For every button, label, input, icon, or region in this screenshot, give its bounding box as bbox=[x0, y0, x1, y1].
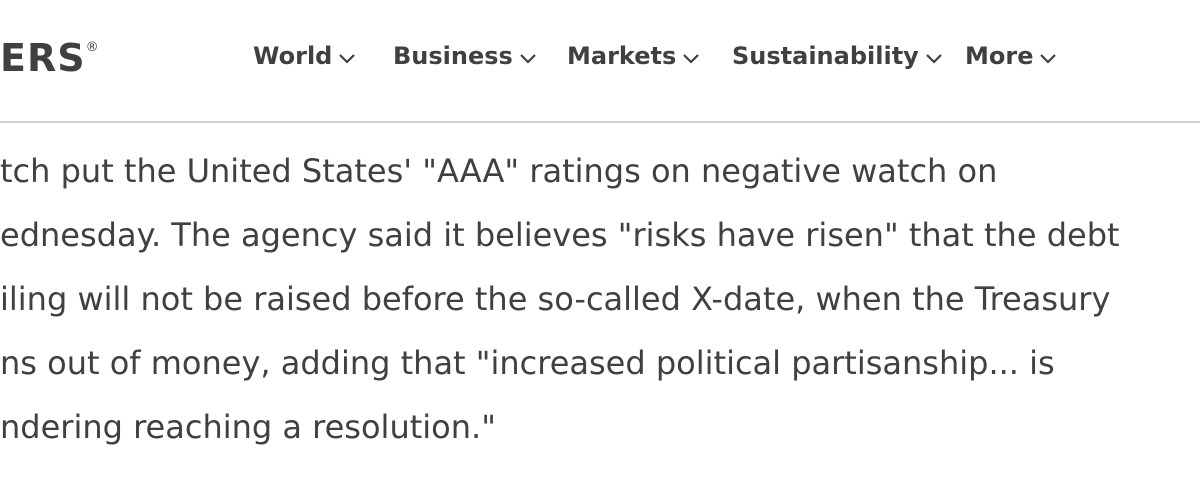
chevron-down bbox=[339, 53, 356, 64]
registered-mark: ® bbox=[85, 40, 100, 56]
nav-label: Markets bbox=[567, 42, 677, 70]
nav-label: World bbox=[253, 42, 333, 70]
nav-item[interactable]: World bbox=[253, 42, 356, 70]
chevron-down bbox=[926, 53, 942, 64]
chevron-down bbox=[520, 53, 536, 64]
nav-label: More bbox=[965, 42, 1034, 70]
paragraph-line: tch put the United States' "AAA" ratings… bbox=[0, 152, 998, 190]
chevron-path bbox=[683, 53, 700, 64]
chevron-path bbox=[520, 53, 536, 64]
chevron-path bbox=[926, 53, 942, 64]
chevron-path bbox=[339, 53, 356, 64]
logo[interactable]: ERS® bbox=[0, 36, 100, 80]
nav-label: Sustainability bbox=[732, 42, 919, 70]
site-header: ERS® World Business Markets Sustainability M… bbox=[0, 0, 1200, 123]
paragraph-line: ednesday. The agency said it believes "r… bbox=[0, 216, 1120, 254]
nav-label: Business bbox=[393, 42, 513, 70]
paragraph-line: ndering reaching a resolution." bbox=[0, 408, 496, 446]
chevron-down bbox=[683, 53, 700, 64]
nav-item[interactable]: More bbox=[965, 42, 1057, 70]
nav-item[interactable]: Business bbox=[393, 42, 537, 70]
logo-text: ERS bbox=[0, 36, 86, 80]
nav-item[interactable]: Sustainability bbox=[732, 42, 943, 70]
article-body: tch put the United States' "AAA" ratings… bbox=[0, 139, 1120, 459]
paragraph-line: iling will not be raised before the so-c… bbox=[0, 280, 1111, 318]
paragraph-line: ns out of money, adding that "increased … bbox=[0, 344, 1055, 382]
chevron-down bbox=[1040, 53, 1057, 64]
chevron-path bbox=[1040, 53, 1057, 64]
nav-item[interactable]: Markets bbox=[567, 42, 700, 70]
